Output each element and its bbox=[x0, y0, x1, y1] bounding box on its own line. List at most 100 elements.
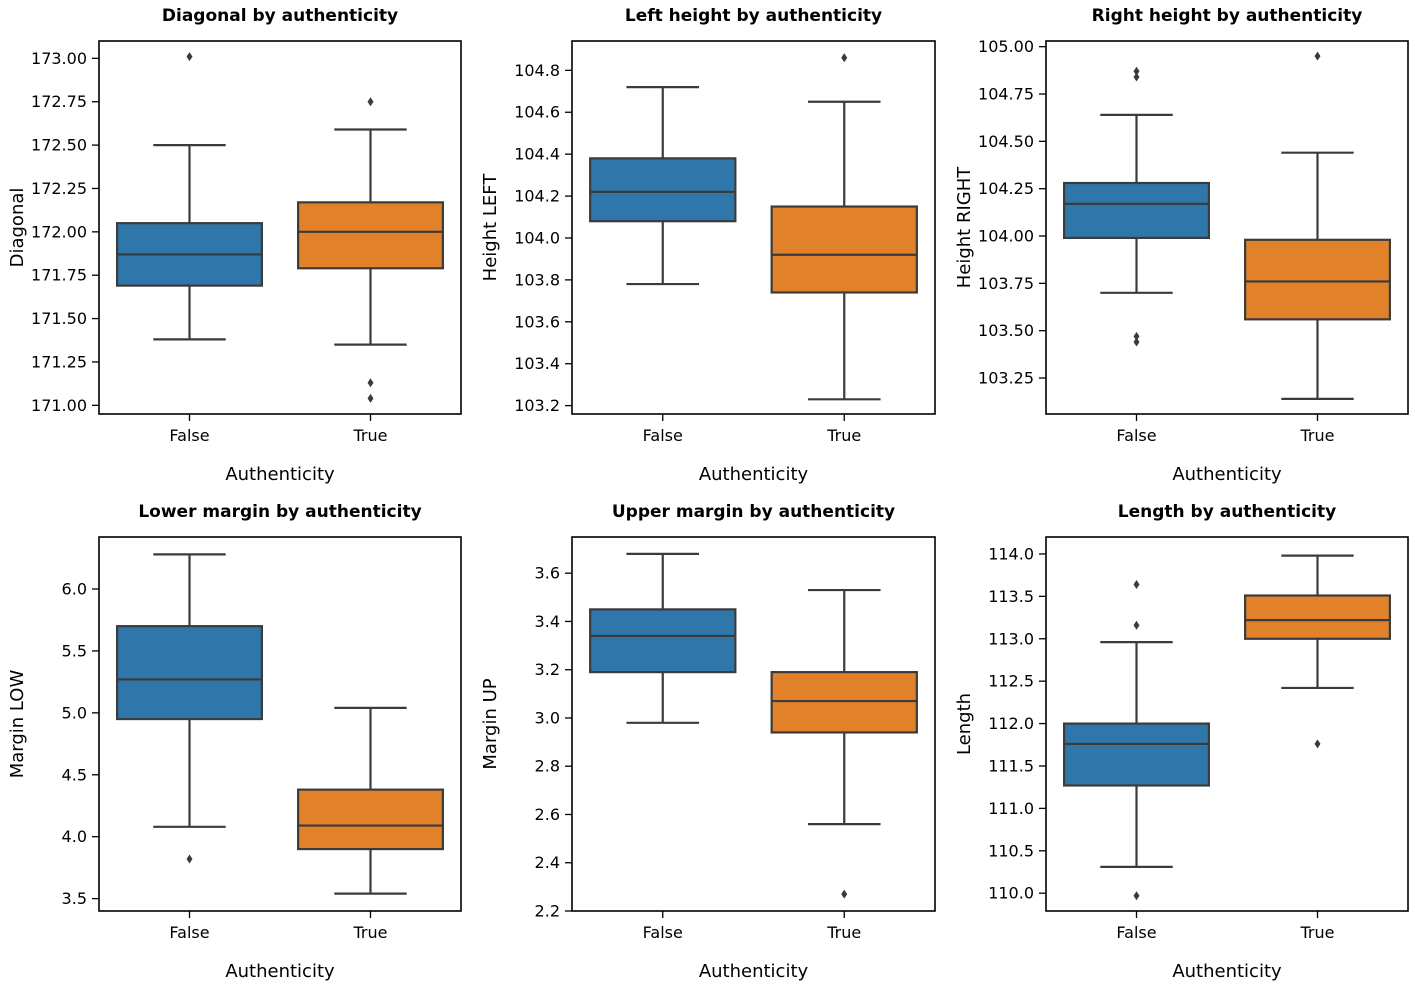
y-tick-label: 104.8 bbox=[514, 61, 560, 80]
y-tick-label: 4.5 bbox=[62, 765, 87, 784]
y-axis-label: Height RIGHT bbox=[954, 166, 975, 289]
y-tick-label: 172.50 bbox=[31, 136, 87, 155]
x-axis-label: Authenticity bbox=[1172, 464, 1282, 485]
outlier-point bbox=[1314, 51, 1321, 61]
box-true bbox=[297, 706, 445, 895]
y-tick-label: 104.50 bbox=[978, 132, 1034, 151]
box-true bbox=[770, 588, 918, 899]
iqr-box bbox=[297, 788, 445, 851]
outlier-point bbox=[1133, 579, 1140, 589]
y-axis-label: Height LEFT bbox=[480, 173, 501, 282]
x-tick-label: True bbox=[1300, 426, 1335, 445]
y-tick-label: 103.25 bbox=[978, 369, 1034, 388]
chart-title: Lower margin by authenticity bbox=[138, 502, 421, 522]
y-axis-label: Length bbox=[954, 693, 975, 755]
axes-frame bbox=[571, 40, 936, 415]
y-axis-label: Diagonal bbox=[7, 188, 28, 268]
y-tick-label: 172.00 bbox=[31, 222, 87, 241]
y-tick-label: 2.2 bbox=[535, 902, 560, 921]
y-tick-label: 2.4 bbox=[535, 853, 560, 872]
y-tick-label: 104.00 bbox=[978, 227, 1034, 246]
box-true bbox=[297, 97, 445, 403]
y-tick-label: 3.0 bbox=[535, 708, 560, 727]
outlier-point bbox=[186, 52, 193, 62]
y-axis-label: Margin LOW bbox=[7, 670, 28, 779]
outlier-point bbox=[367, 378, 374, 388]
iqr-box bbox=[589, 608, 737, 674]
y-tick-label: 103.50 bbox=[978, 321, 1034, 340]
x-axis-label: Authenticity bbox=[699, 464, 809, 485]
y-tick-label: 2.8 bbox=[535, 757, 560, 776]
y-tick-label: 104.2 bbox=[514, 187, 560, 206]
axes-frame bbox=[1045, 536, 1409, 912]
outlier-point bbox=[841, 53, 848, 63]
chart-panel: Upper margin by authenticity Margin UP Aut… bbox=[480, 502, 936, 982]
y-tick-label: 112.0 bbox=[988, 714, 1034, 733]
x-tick-label: True bbox=[826, 923, 861, 942]
box-false bbox=[589, 86, 737, 286]
outlier-point bbox=[1133, 337, 1140, 347]
outlier-point bbox=[367, 97, 374, 107]
y-tick-label: 104.25 bbox=[978, 179, 1034, 198]
y-tick-label: 5.0 bbox=[62, 703, 87, 722]
iqr-box bbox=[1062, 181, 1210, 240]
y-tick-label: 171.50 bbox=[31, 309, 87, 328]
box-false bbox=[115, 52, 264, 341]
y-tick-label: 4.0 bbox=[62, 827, 87, 846]
axes-frame bbox=[98, 536, 462, 912]
box-true bbox=[770, 53, 918, 401]
y-axis-label: Margin UP bbox=[480, 678, 501, 769]
axes-frame bbox=[571, 536, 936, 912]
y-tick-label: 103.2 bbox=[514, 396, 560, 415]
x-axis-label: Authenticity bbox=[1172, 961, 1282, 982]
outlier-point bbox=[841, 889, 848, 899]
box-true bbox=[1243, 51, 1391, 400]
y-tick-label: 171.75 bbox=[31, 266, 87, 285]
outlier-point bbox=[1133, 891, 1140, 901]
y-tick-label: 110.0 bbox=[988, 884, 1034, 903]
y-tick-label: 104.0 bbox=[514, 228, 560, 247]
chart-title: Upper margin by authenticity bbox=[612, 502, 895, 522]
box-true bbox=[1243, 554, 1391, 749]
chart-title: Diagonal by authenticity bbox=[162, 6, 398, 26]
outlier-point bbox=[367, 393, 374, 403]
y-tick-label: 110.5 bbox=[988, 841, 1034, 860]
outlier-point bbox=[1133, 331, 1140, 341]
y-tick-label: 2.6 bbox=[535, 805, 560, 824]
x-tick-label: False bbox=[643, 923, 683, 942]
x-tick-label: True bbox=[353, 923, 388, 942]
chart-title: Length by authenticity bbox=[1118, 502, 1336, 522]
outlier-point bbox=[1133, 72, 1140, 82]
y-tick-label: 114.0 bbox=[988, 544, 1034, 563]
x-tick-label: False bbox=[1116, 923, 1156, 942]
x-tick-label: False bbox=[169, 923, 209, 942]
iqr-box bbox=[1062, 722, 1210, 787]
y-tick-label: 3.4 bbox=[535, 612, 560, 631]
iqr-box bbox=[1243, 238, 1391, 321]
axes-frame bbox=[98, 40, 462, 415]
x-axis-label: Authenticity bbox=[225, 961, 335, 982]
x-axis-label: Authenticity bbox=[699, 961, 809, 982]
x-tick-label: False bbox=[1116, 426, 1156, 445]
y-tick-label: 103.4 bbox=[514, 354, 560, 373]
y-tick-label: 171.00 bbox=[31, 396, 87, 415]
iqr-box bbox=[115, 625, 264, 721]
y-tick-label: 103.75 bbox=[978, 274, 1034, 293]
iqr-box bbox=[770, 671, 918, 734]
outlier-point bbox=[1133, 66, 1140, 76]
y-tick-label: 171.25 bbox=[31, 352, 87, 371]
y-tick-label: 3.6 bbox=[535, 564, 560, 583]
x-tick-label: True bbox=[826, 426, 861, 445]
x-tick-label: False bbox=[643, 426, 683, 445]
axes-frame bbox=[1045, 40, 1409, 415]
chart-panel: Diagonal by authenticity Diagonal Authenti… bbox=[7, 6, 462, 485]
x-axis-label: Authenticity bbox=[225, 464, 335, 485]
y-tick-label: 172.25 bbox=[31, 179, 87, 198]
outlier-point bbox=[186, 854, 193, 864]
y-tick-label: 6.0 bbox=[62, 580, 87, 599]
iqr-box bbox=[297, 201, 445, 270]
y-tick-label: 111.0 bbox=[988, 799, 1034, 818]
box-false bbox=[1062, 579, 1210, 901]
y-tick-label: 104.75 bbox=[978, 85, 1034, 104]
